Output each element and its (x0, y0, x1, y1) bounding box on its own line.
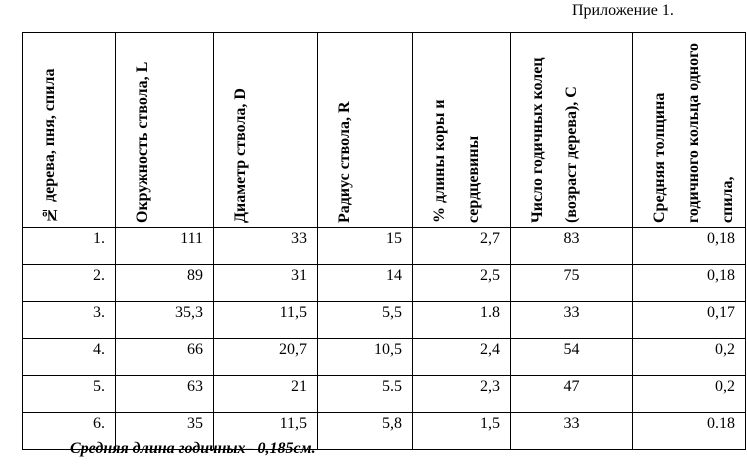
table-cell: 0,18 (632, 264, 746, 302)
table-cell: 21 (213, 375, 318, 413)
table-cell: 4. (22, 338, 116, 376)
appendix-label: Приложение 1. (572, 2, 674, 19)
header-row: № дерева, пня, спила Окружность ствола, L… (22, 32, 746, 228)
table-row: 1. 111 33 15 2,7 83 0,18 (22, 227, 746, 265)
table-cell: 0.18 (632, 412, 746, 450)
table-cell: 0,18 (632, 227, 746, 265)
table-cell: 35,3 (115, 301, 214, 339)
table-cell: 0,17 (632, 301, 746, 339)
table-cell: 5.5 (317, 375, 413, 413)
table-cell: 10,5 (317, 338, 413, 376)
table-cell: 14 (317, 264, 413, 302)
table-cell: 2,4 (412, 338, 511, 376)
table-cell: 89 (115, 264, 214, 302)
table-cell: 3. (22, 301, 116, 339)
table-cell: 1.8 (412, 301, 511, 339)
table-cell: 35 (115, 412, 214, 450)
table-row: 3. 35,3 11,5 5,5 1.8 33 0,17 (22, 301, 746, 339)
header-text: Средняя толщина годичного кольца одного … (651, 43, 736, 223)
table-cell: 0,2 (632, 338, 746, 376)
table-cell: 31 (213, 264, 318, 302)
table-cell: 2,7 (412, 227, 511, 265)
table-row: 5. 63 21 5.5 2,3 47 0,2 (22, 375, 746, 413)
table-cell: 5. (22, 375, 116, 413)
header-text: % длины коры и сердцевины (431, 99, 482, 223)
table-cell: 33 (510, 301, 633, 339)
table-cell: 5,8 (317, 412, 413, 450)
header-cell: % длины коры и сердцевины (412, 32, 511, 228)
table-cell: 5,5 (317, 301, 413, 339)
table-row: 2. 89 31 14 2,5 75 0,18 (22, 264, 746, 302)
header-text: Число годичных колец (возраст дерева), С (529, 57, 580, 223)
header-text: Диаметр ствола, D (232, 88, 249, 223)
header-cell: Радиус ствола, R (317, 32, 413, 228)
data-table: № дерева, пня, спила Окружность ствола, L… (22, 32, 746, 450)
header-cell: Окружность ствола, L (115, 32, 214, 228)
table-cell: 15 (317, 227, 413, 265)
table-cell: 1. (22, 227, 116, 265)
table-cell: 83 (510, 227, 633, 265)
table-cell: 66 (115, 338, 214, 376)
table-cell: 111 (115, 227, 214, 265)
table-cell: 0,2 (632, 375, 746, 413)
table-cell: 54 (510, 338, 633, 376)
header-cell: Средняя толщина годичного кольца одного … (632, 32, 746, 228)
table-cell: 2,3 (412, 375, 511, 413)
table-row: 4. 66 20,7 10,5 2,4 54 0,2 (22, 338, 746, 376)
table-cell: 63 (115, 375, 214, 413)
table-cell: 11,5 (213, 301, 318, 339)
table-cell: 1,5 (412, 412, 511, 450)
table-cell: 2. (22, 264, 116, 302)
footer-note: Средняя длина годичных– 0,185см. (70, 440, 316, 457)
header-cell: № дерева, пня, спила (22, 32, 116, 228)
header-text: № дерева, пня, спила (41, 68, 58, 223)
header-text: Радиус ствола, R (336, 101, 353, 223)
header-cell: Число годичных колец (возраст дерева), С (510, 32, 633, 228)
table-row: 6. 35 11,5 5,8 1,5 33 0.18 (22, 412, 746, 450)
table-cell: 6. (22, 412, 116, 450)
table-cell: 2,5 (412, 264, 511, 302)
table-cell: 20,7 (213, 338, 318, 376)
table-cell: 75 (510, 264, 633, 302)
table-cell: 33 (510, 412, 633, 450)
table-cell: 33 (213, 227, 318, 265)
header-text: Окружность ствола, L (134, 61, 151, 223)
table-cell: 47 (510, 375, 633, 413)
header-cell: Диаметр ствола, D (213, 32, 318, 228)
